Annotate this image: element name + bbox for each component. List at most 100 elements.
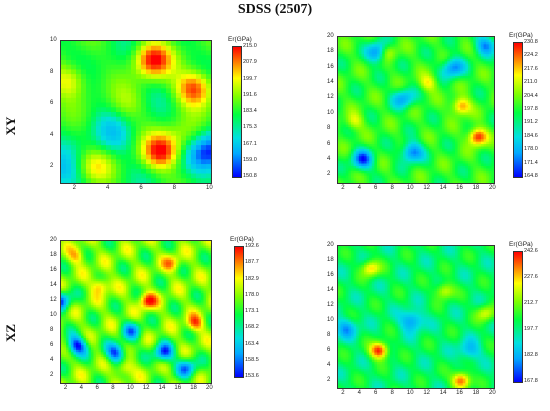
heatmap-cell xyxy=(61,359,65,363)
heatmap-cell xyxy=(483,85,487,89)
heatmap-cell xyxy=(96,135,102,141)
heatmap-cell xyxy=(68,309,72,313)
heatmap-cell xyxy=(68,295,72,299)
heatmap-cell xyxy=(426,170,430,174)
heatmap-cell xyxy=(91,45,97,52)
heatmap-cell xyxy=(171,126,177,132)
heatmap-cell xyxy=(397,95,401,99)
heatmap-cell xyxy=(81,173,87,179)
heatmap-cell xyxy=(397,37,401,41)
heatmap-cell xyxy=(488,180,492,183)
heatmap-cell xyxy=(111,88,117,94)
heatmap-cell xyxy=(403,71,407,75)
heatmap-cell xyxy=(436,119,440,123)
heatmap-cell xyxy=(76,255,80,259)
heatmap-cell xyxy=(491,85,494,89)
heatmap-cell xyxy=(191,130,197,137)
heatmap-cell xyxy=(76,309,80,313)
heatmap-cell xyxy=(63,276,67,280)
heatmap-cell xyxy=(491,151,494,155)
heatmap-cell xyxy=(455,163,459,167)
heatmap-cell xyxy=(478,158,482,162)
heatmap-cell xyxy=(426,141,430,145)
heatmap-cell xyxy=(366,85,370,89)
heatmap-cell xyxy=(481,148,485,152)
heatmap-cell xyxy=(426,156,430,160)
heatmap-cell xyxy=(449,37,453,41)
heatmap-cell xyxy=(434,153,438,157)
heatmap-cell xyxy=(356,127,360,131)
heatmap-cell xyxy=(161,178,167,183)
heatmap-cell xyxy=(351,46,355,50)
heatmap-cell xyxy=(382,151,386,155)
heatmap-cell xyxy=(86,178,92,183)
heatmap-cell xyxy=(408,158,412,162)
heatmap-cell xyxy=(121,116,127,123)
heatmap-cell xyxy=(377,95,381,99)
heatmap-cell xyxy=(111,121,117,127)
heatmap-cell xyxy=(395,61,399,65)
heatmap-cell xyxy=(421,68,425,72)
heatmap-cell xyxy=(416,78,420,82)
heatmap-cell xyxy=(460,71,464,75)
heatmap-cell xyxy=(201,140,207,146)
heatmap-cell xyxy=(460,158,464,162)
heatmap-cell xyxy=(397,124,401,128)
heatmap-cell xyxy=(462,71,466,75)
heatmap-cell xyxy=(106,55,112,61)
heatmap-cell xyxy=(345,58,349,62)
heatmap-cell xyxy=(444,46,448,50)
heatmap-cell xyxy=(61,88,67,94)
heatmap-cell xyxy=(491,153,494,157)
heatmap-cell xyxy=(379,153,383,157)
heatmap-cell xyxy=(345,153,349,157)
heatmap-cell xyxy=(488,80,492,84)
heatmap-cell xyxy=(392,85,396,89)
heatmap-cell xyxy=(392,170,396,174)
heatmap-cell xyxy=(442,51,446,55)
heatmap-cell xyxy=(101,149,107,156)
heatmap-cell xyxy=(395,163,399,167)
heatmap-cell xyxy=(191,121,197,127)
heatmap-cell xyxy=(126,45,132,52)
heatmap-cell xyxy=(488,178,492,182)
heatmap-cell xyxy=(447,49,451,53)
heatmap-cell xyxy=(201,41,207,47)
heatmap-cell xyxy=(348,153,352,157)
heatmap-cell xyxy=(452,44,456,48)
heatmap-cell xyxy=(444,161,448,165)
heatmap-cell xyxy=(161,50,167,56)
heatmap-cell xyxy=(379,66,383,70)
heatmap-cell xyxy=(439,75,443,79)
heatmap-cell xyxy=(111,45,117,52)
heatmap-cell xyxy=(156,74,162,80)
heatmap-cell xyxy=(66,359,70,363)
heatmap-cell xyxy=(364,83,368,87)
heatmap-cell xyxy=(121,41,127,47)
heatmap-cell xyxy=(348,129,352,133)
heatmap-cell xyxy=(382,165,386,169)
heatmap-cell xyxy=(76,304,80,308)
heatmap-cell xyxy=(390,119,394,123)
heatmap-cell xyxy=(366,46,370,50)
heatmap-cell xyxy=(455,144,459,148)
heatmap-cell xyxy=(382,107,386,111)
heatmap-cell xyxy=(395,168,399,172)
heatmap-cell xyxy=(186,93,192,99)
heatmap-cell xyxy=(431,80,435,84)
heatmap-cell xyxy=(131,159,137,165)
heatmap-cell xyxy=(374,66,378,70)
heatmap-cell xyxy=(436,68,440,72)
heatmap-cell xyxy=(66,323,70,327)
heatmap-cell xyxy=(86,149,92,156)
heatmap-cell xyxy=(377,44,381,48)
heatmap-cell xyxy=(340,92,344,96)
heatmap-cell xyxy=(161,78,167,85)
heatmap-cell xyxy=(390,95,394,99)
heatmap-cell xyxy=(413,136,417,140)
heatmap-cell xyxy=(462,105,466,109)
heatmap-cell xyxy=(348,58,352,62)
heatmap-cell xyxy=(442,73,446,77)
heatmap-cell xyxy=(151,97,157,104)
heatmap-cell xyxy=(121,112,127,118)
